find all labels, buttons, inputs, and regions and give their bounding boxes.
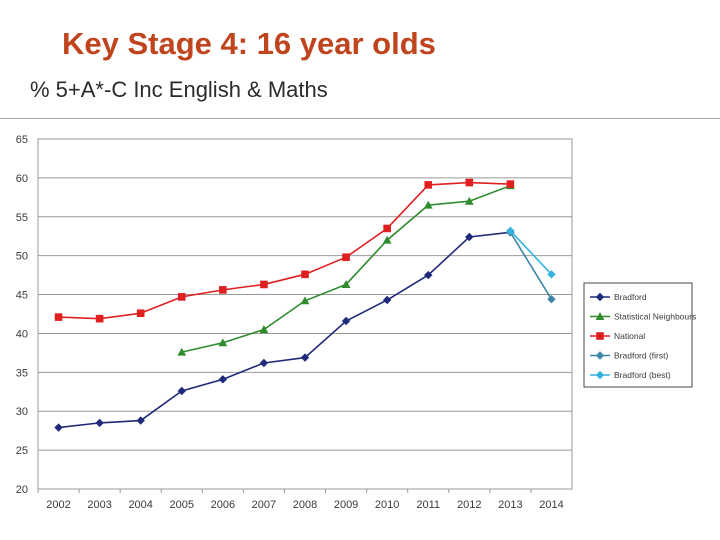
- series-line-bradford-best: [509, 230, 553, 275]
- x-tick-label-2009: 2009: [334, 499, 358, 511]
- legend-label-bradford-first: Bradford (first): [614, 351, 668, 361]
- series-line-national: [58, 181, 511, 320]
- y-tick-label-65: 65: [16, 134, 28, 146]
- data-point-statistical-neighbours-2008: [300, 296, 310, 305]
- data-point-national-2009: [342, 253, 350, 262]
- data-point-statistical-neighbours-2010: [382, 235, 392, 244]
- x-tick-label-2013: 2013: [498, 499, 522, 511]
- legend-marker-bradford-first: [595, 351, 605, 360]
- data-point-bradford-2004: [136, 416, 145, 425]
- data-point-bradford-2010: [382, 295, 392, 305]
- x-tick-label-2011: 2011: [416, 499, 440, 511]
- y-tick-label-50: 50: [16, 251, 28, 263]
- x-tick-label-2006: 2006: [211, 499, 235, 511]
- data-point-national-2013: [506, 180, 515, 188]
- y-tick-label-60: 60: [16, 173, 28, 185]
- y-tick-label-35: 35: [16, 367, 28, 379]
- data-point-national-2005: [177, 293, 186, 301]
- data-point-national-2012: [465, 178, 474, 187]
- x-tick-label-2004: 2004: [128, 499, 152, 511]
- data-point-bradford-best-2013: [506, 226, 515, 235]
- y-tick-label-45: 45: [16, 290, 28, 302]
- data-point-national-2011: [424, 181, 433, 189]
- series-line-bradford: [58, 231, 511, 429]
- slide-title: Key Stage 4: 16 year olds: [62, 26, 436, 61]
- series-line-bradford-first: [509, 231, 553, 300]
- x-tick-label-2002: 2002: [46, 499, 70, 511]
- x-tick-label-2010: 2010: [375, 499, 399, 511]
- legend-marker-statistical-neighbours: [595, 312, 605, 321]
- data-point-bradford-2007: [259, 358, 269, 368]
- data-point-national-2003: [95, 314, 104, 323]
- x-tick-label-2012: 2012: [457, 499, 481, 511]
- data-point-bradford-best-2014: [547, 270, 556, 279]
- data-point-statistical-neighbours-2006: [218, 338, 228, 347]
- legend-label-bradford: Bradford: [614, 292, 647, 302]
- data-point-bradford-2005: [177, 386, 186, 396]
- data-point-national-2008: [301, 270, 309, 279]
- data-point-bradford-2006: [218, 375, 228, 384]
- x-tick-label-2003: 2003: [87, 499, 111, 511]
- data-point-bradford-2009: [341, 316, 351, 326]
- data-point-national-2010: [383, 224, 391, 233]
- data-point-bradford-2003: [95, 418, 104, 428]
- chart-frame: 20 25 30 35 40 45 50 55 60 65 2002 2003 2004 2005 2006…: [0, 118, 720, 533]
- data-point-statistical-neighbours-2011: [423, 200, 433, 209]
- legend-label-statistical-neighbours: Statistical Neighbours: [614, 312, 696, 322]
- data-point-national-2007: [260, 280, 268, 289]
- data-point-national-2002: [54, 313, 63, 321]
- y-tick-label-25: 25: [16, 445, 28, 457]
- data-point-statistical-neighbours-2007: [259, 325, 269, 334]
- data-point-bradford-2008: [300, 353, 310, 362]
- data-point-statistical-neighbours-2005: [177, 347, 187, 356]
- legend-label-bradford-best: Bradford (best): [614, 370, 671, 380]
- data-point-bradford-first-2014: [547, 295, 556, 304]
- data-point-national-2006: [219, 286, 227, 294]
- x-tick-label-2014: 2014: [539, 499, 563, 511]
- x-tick-label-2007: 2007: [252, 499, 276, 511]
- legend-marker-bradford: [595, 292, 605, 302]
- data-point-statistical-neighbours-2009: [341, 280, 351, 288]
- x-tick-label-2005: 2005: [170, 499, 194, 511]
- legend-marker-bradford-best: [595, 370, 605, 380]
- y-tick-label-55: 55: [16, 212, 28, 224]
- legend-marker-national: [596, 332, 604, 340]
- legend-label-national: National: [614, 331, 645, 341]
- line-chart: 20 25 30 35 40 45 50 55 60 65 2002 2003 2004 2005 2006…: [16, 134, 696, 511]
- y-tick-label-30: 30: [16, 406, 28, 418]
- y-tick-label-20: 20: [16, 484, 28, 496]
- data-point-national-2004: [136, 309, 145, 318]
- data-point-bradford-2002: [54, 423, 63, 432]
- data-point-statistical-neighbours-2012: [464, 196, 474, 205]
- y-tick-label-40: 40: [16, 328, 28, 340]
- x-tick-label-2008: 2008: [293, 499, 317, 511]
- slide-subtitle: % 5+A*-C Inc English & Maths: [30, 77, 328, 102]
- plot-area: [37, 138, 573, 490]
